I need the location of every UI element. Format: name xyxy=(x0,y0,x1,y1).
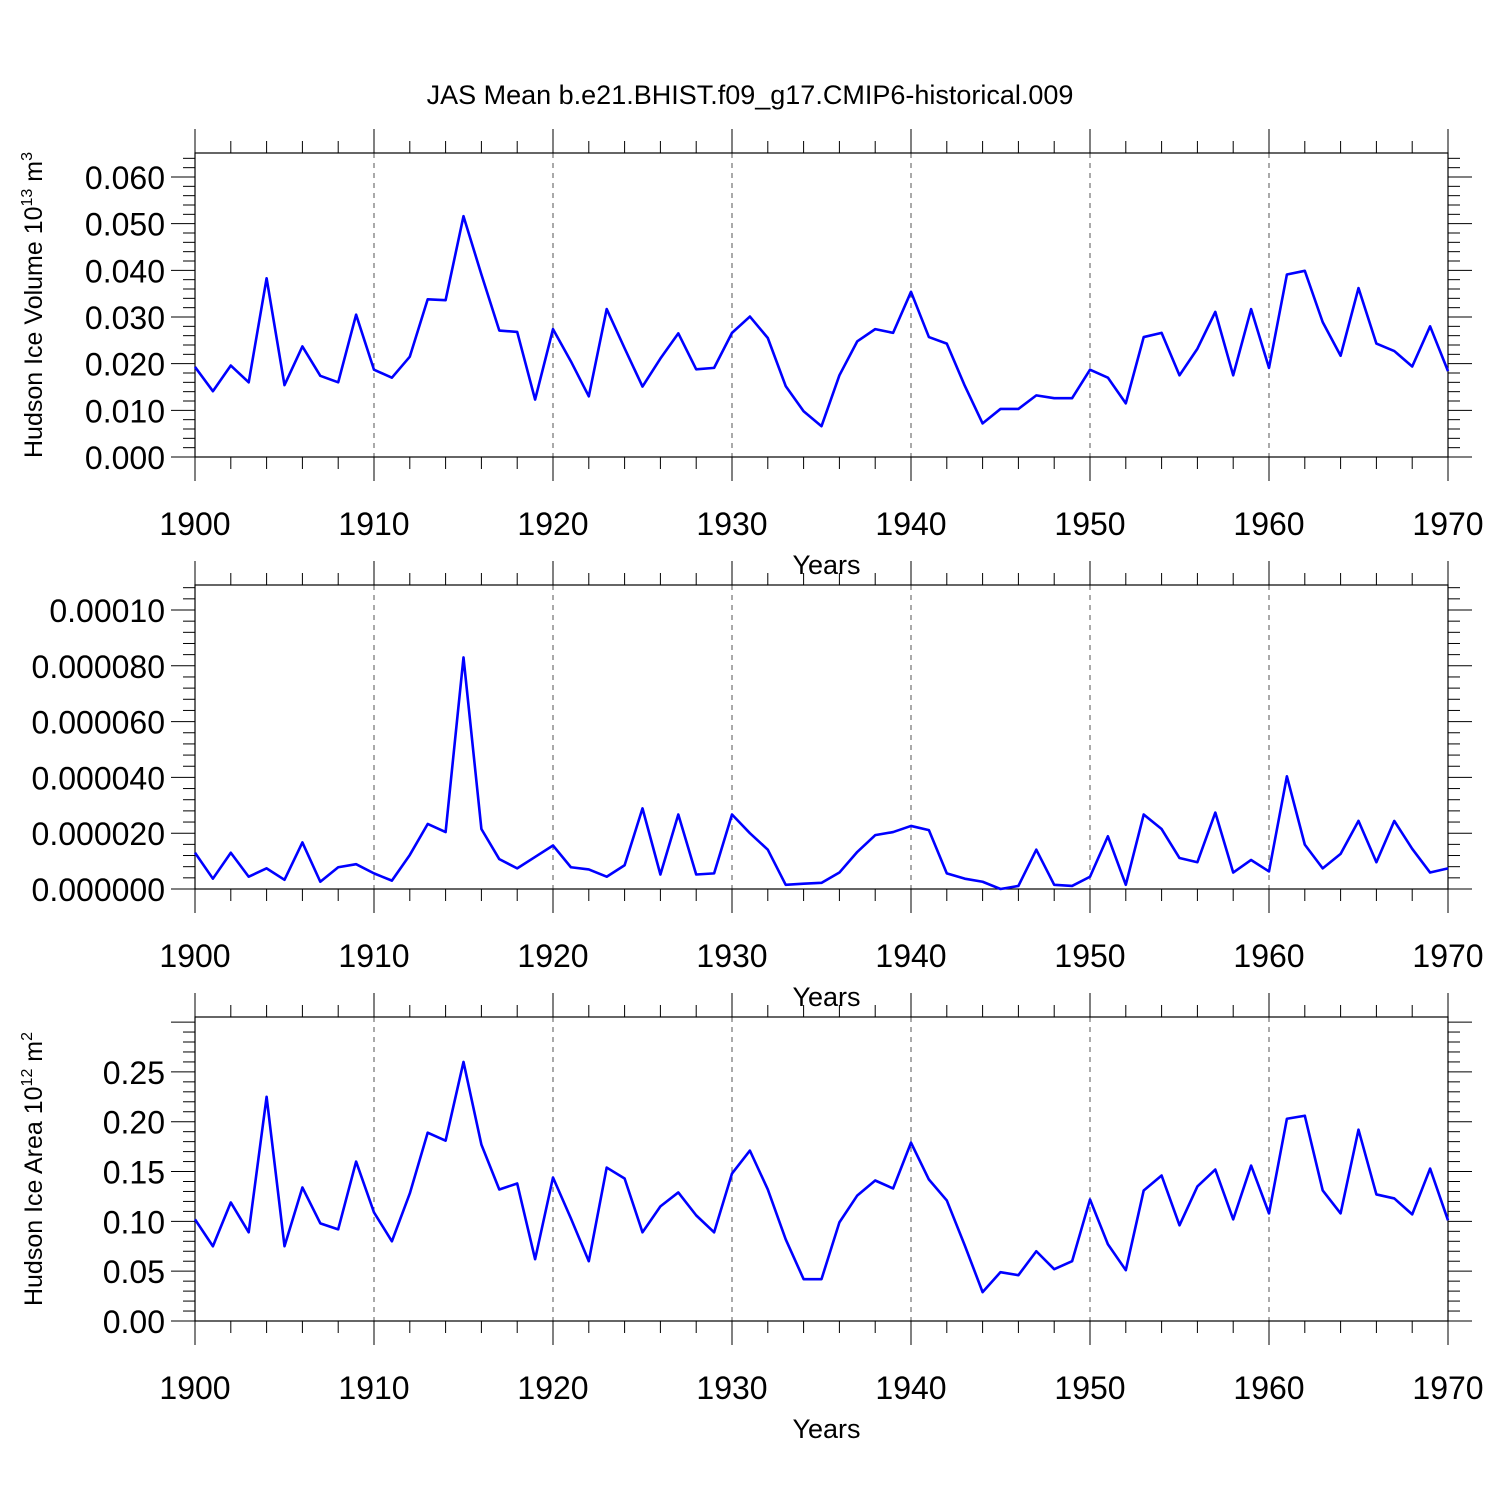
x-tick-label: 1900 xyxy=(159,506,230,542)
y-tick-label: 0.000000 xyxy=(32,872,165,908)
plot-frame xyxy=(194,152,1449,458)
y-tick-label: 0.030 xyxy=(85,300,165,336)
y-tick-label: 0.15 xyxy=(103,1155,165,1191)
series-line xyxy=(193,1060,1450,1294)
y-axis-label-exponent: 13 xyxy=(19,189,36,207)
x-tick-label: 1970 xyxy=(1412,506,1483,542)
x-tick-label: 1930 xyxy=(696,938,767,974)
x-tick-label: 1960 xyxy=(1233,1370,1304,1406)
y-tick-label: 0.00 xyxy=(103,1304,165,1340)
y-tick-label: 0.000080 xyxy=(32,649,165,685)
y-tick-label: 0.010 xyxy=(85,393,165,429)
y-axis-label: Hudson Ice Volume 1013 m3 xyxy=(19,152,48,458)
y-axis-label-unit-exponent: 3 xyxy=(19,152,36,161)
x-tick-label: 1940 xyxy=(875,1370,946,1406)
y-tick-label: 0.000 xyxy=(85,440,165,476)
x-tick-label: 1900 xyxy=(159,938,230,974)
plot-frame xyxy=(194,584,1449,890)
x-tick-label: 1940 xyxy=(875,506,946,542)
y-tick-label: 0.040 xyxy=(85,253,165,289)
panel-1: 1900 1910 1920 1930 1940 1950 1960 1970 Years 0.0… xyxy=(19,129,1484,580)
x-tick-label: 1910 xyxy=(338,938,409,974)
y-tick-label: 0.20 xyxy=(103,1105,165,1141)
x-tick-label: 1910 xyxy=(338,506,409,542)
y-axis-label-unit-exponent: 2 xyxy=(19,1032,36,1041)
y-axis-label-text: Hudson Ice Area 10 xyxy=(20,1086,48,1306)
y-tick-label: 0.000060 xyxy=(32,705,165,741)
y-tick-label: 0.25 xyxy=(103,1055,165,1091)
y-axis-label-text: Hudson Ice Volume 10 xyxy=(20,206,48,458)
x-axis-label: Years xyxy=(792,982,860,1012)
x-tick-label: 1940 xyxy=(875,938,946,974)
y-tick-label: 0.000020 xyxy=(32,816,165,852)
panel-3: 1900 1910 1920 1930 1940 1950 1960 1970 Years 0.0… xyxy=(19,993,1484,1444)
y-tick-label: 0.050 xyxy=(85,207,165,243)
x-axis-label: Years xyxy=(792,550,860,580)
y-tick-label: 0.10 xyxy=(103,1204,165,1240)
x-tick-label: 1950 xyxy=(1054,938,1125,974)
x-tick-label: 1930 xyxy=(696,506,767,542)
x-tick-label: 1960 xyxy=(1233,506,1304,542)
series-line xyxy=(193,656,1449,891)
x-tick-label: 1920 xyxy=(517,506,588,542)
x-tick-label: 1910 xyxy=(338,1370,409,1406)
y-tick-label: 0.060 xyxy=(85,160,165,196)
y-tick-label: 0.000040 xyxy=(32,760,165,796)
x-tick-label: 1950 xyxy=(1054,1370,1125,1406)
panel-2: 1900 1910 1920 1930 1940 1950 1960 1970 Years 0.0… xyxy=(32,561,1484,1012)
y-tick-label: 0.05 xyxy=(103,1254,165,1290)
y-axis-label-unit: m xyxy=(20,161,48,189)
x-tick-label: 1920 xyxy=(517,938,588,974)
y-axis-label-unit: m xyxy=(20,1041,48,1069)
series-line xyxy=(193,214,1450,428)
x-tick-label: 1920 xyxy=(517,1370,588,1406)
x-tick-label: 1930 xyxy=(696,1370,767,1406)
plot-frame xyxy=(194,1016,1449,1322)
x-axis-label: Years xyxy=(792,1414,860,1444)
y-axis-label-exponent: 12 xyxy=(19,1069,36,1087)
x-tick-label: 1970 xyxy=(1412,1370,1483,1406)
x-tick-label: 1970 xyxy=(1412,938,1483,974)
y-axis-label: Hudson Ice Area 1012 m2 xyxy=(19,1032,48,1306)
x-tick-label: 1900 xyxy=(159,1370,230,1406)
x-tick-label: 1960 xyxy=(1233,938,1304,974)
y-tick-label: 0.020 xyxy=(85,347,165,383)
x-tick-label: 1950 xyxy=(1054,506,1125,542)
figure-title: JAS Mean b.e21.BHIST.f09_g17.CMIP6-histo… xyxy=(426,80,1074,110)
y-tick-label: 0.00010 xyxy=(49,593,165,629)
